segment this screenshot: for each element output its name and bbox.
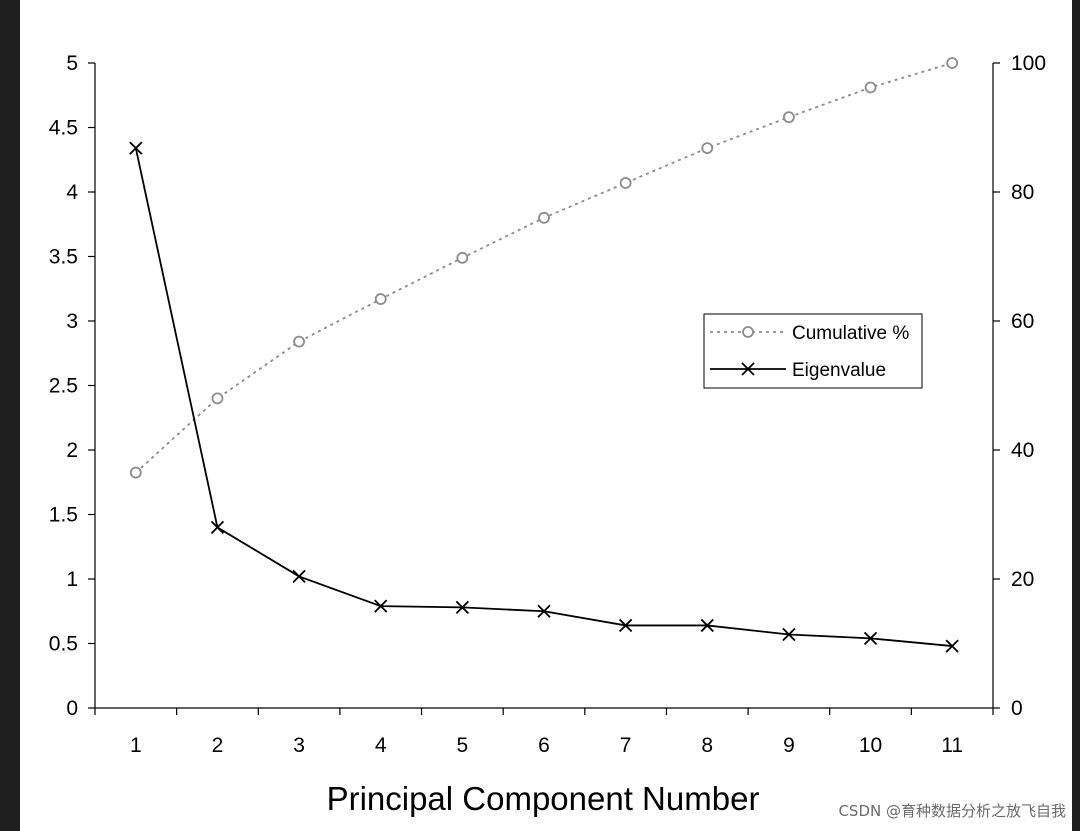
x-tick-label: 11 bbox=[941, 734, 963, 757]
left-y-tick-label: 4.5 bbox=[49, 117, 78, 140]
x-tick-label: 7 bbox=[620, 734, 632, 757]
cumulative-point bbox=[783, 111, 795, 124]
eigenvalue-point bbox=[374, 599, 388, 613]
eigenvalue-point bbox=[782, 627, 796, 642]
left-y-tick-label: 0.5 bbox=[49, 633, 78, 656]
cumulative-point bbox=[701, 142, 714, 155]
eigenvalue-point bbox=[863, 631, 878, 645]
legend-label-eigenvalue: Eigenvalue bbox=[792, 360, 886, 381]
legend-box bbox=[703, 313, 923, 389]
eigenvalue-point bbox=[945, 639, 959, 653]
eigenvalue-point bbox=[292, 569, 306, 584]
right-y-tick-label: 60 bbox=[1011, 310, 1034, 333]
legend-circle-marker-icon bbox=[742, 326, 754, 338]
cumulative-point bbox=[946, 57, 959, 69]
cumulative-point bbox=[211, 392, 224, 405]
x-tick-label: 4 bbox=[375, 734, 387, 757]
left-y-tick-label: 1.5 bbox=[49, 504, 78, 527]
left-y-tick-label: 2.5 bbox=[49, 375, 78, 398]
cumulative-line bbox=[135, 62, 953, 474]
eigenvalue-point bbox=[618, 618, 633, 633]
series-eigenvalue bbox=[129, 141, 959, 653]
right-y-tick-label: 100 bbox=[1011, 52, 1046, 75]
legend: Cumulative % Eigenvalue bbox=[703, 313, 923, 389]
eigenvalue-point bbox=[129, 141, 143, 155]
watermark: CSDN @育种数据分析之放飞自我 bbox=[838, 802, 1066, 820]
legend-x-marker-icon bbox=[741, 362, 755, 376]
x-tick-label: 9 bbox=[783, 734, 795, 757]
right-y-tick-label: 20 bbox=[1011, 568, 1034, 591]
cumulative-point bbox=[374, 293, 387, 305]
left-y-tick-label: 0 bbox=[66, 697, 78, 720]
figure-paper bbox=[20, 0, 1072, 831]
series-cumulative bbox=[129, 57, 959, 479]
x-tick-label: 6 bbox=[538, 734, 550, 757]
left-y-tick-label: 3 bbox=[66, 310, 78, 333]
right-y-tick-label: 0 bbox=[1011, 697, 1023, 720]
eigenvalue-point bbox=[455, 600, 470, 615]
x-tick-label: 5 bbox=[457, 734, 469, 757]
axes-group: 0 0.5 1 1.5 2 2.5 3 3.5 4 4.5 5 0 20 40 60 80 100 1 2 3 4 5 6 7… bbox=[49, 52, 1046, 757]
left-y-tick-label: 1 bbox=[66, 568, 78, 591]
cumulative-point bbox=[456, 251, 469, 264]
cumulative-point bbox=[293, 335, 305, 348]
cumulative-point bbox=[864, 81, 877, 94]
right-y-tick-label: 80 bbox=[1011, 181, 1034, 204]
legend-label-cumulative: Cumulative % bbox=[792, 323, 909, 344]
x-tick-label: 2 bbox=[212, 734, 224, 757]
x-axis-label: Principal Component Number bbox=[327, 780, 760, 817]
cumulative-point bbox=[129, 466, 142, 479]
x-tick-label: 3 bbox=[293, 734, 305, 757]
x-tick-label: 10 bbox=[859, 734, 882, 757]
cumulative-point bbox=[538, 211, 550, 224]
left-y-tick-label: 2 bbox=[66, 439, 78, 462]
left-y-tick-label: 5 bbox=[66, 52, 78, 75]
left-y-tick-label: 4 bbox=[66, 181, 78, 204]
eigenvalue-point bbox=[700, 618, 714, 633]
cumulative-point bbox=[619, 177, 632, 189]
x-tick-label: 8 bbox=[701, 734, 713, 757]
left-y-tick-label: 3.5 bbox=[49, 246, 78, 269]
right-y-tick-label: 40 bbox=[1011, 439, 1034, 462]
x-tick-label: 1 bbox=[130, 734, 142, 757]
eigenvalue-point bbox=[210, 520, 225, 535]
eigenvalue-point bbox=[537, 604, 551, 618]
